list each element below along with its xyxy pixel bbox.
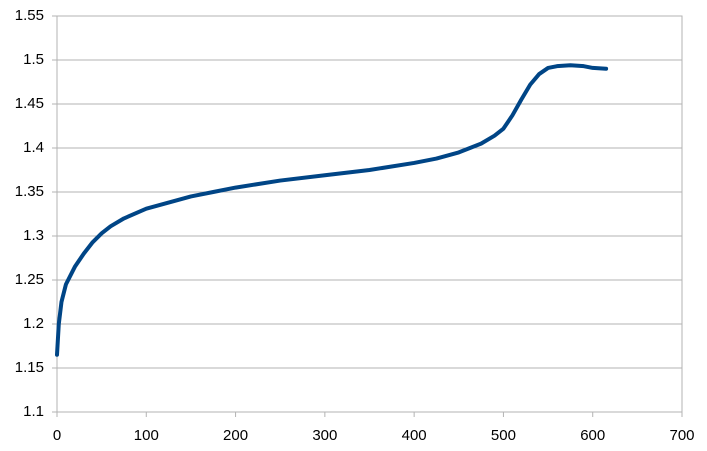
y-tick-label: 1.35 <box>15 183 44 200</box>
x-tick-label: 700 <box>669 427 694 444</box>
x-tick-label: 400 <box>402 427 427 444</box>
y-tick-label: 1.2 <box>23 315 44 332</box>
x-tick-label: 200 <box>223 427 248 444</box>
plot-frame <box>56 15 683 413</box>
x-tick-label: 500 <box>491 427 516 444</box>
y-tick-label: 1.1 <box>23 403 44 420</box>
y-tick-label: 1.55 <box>15 7 44 24</box>
y-tick-label: 1.15 <box>15 359 44 376</box>
y-tick-label: 1.25 <box>15 271 44 288</box>
y-tick-label: 1.5 <box>23 51 44 68</box>
y-tick-label: 1.3 <box>23 227 44 244</box>
x-tick-label: 300 <box>312 427 337 444</box>
x-tick-label: 0 <box>53 427 61 444</box>
y-tick-label: 1.45 <box>15 95 44 112</box>
y-tick-label: 1.4 <box>23 139 44 156</box>
x-tick-label: 100 <box>134 427 159 444</box>
data-line <box>55 63 609 357</box>
x-tick-label: 600 <box>580 427 605 444</box>
